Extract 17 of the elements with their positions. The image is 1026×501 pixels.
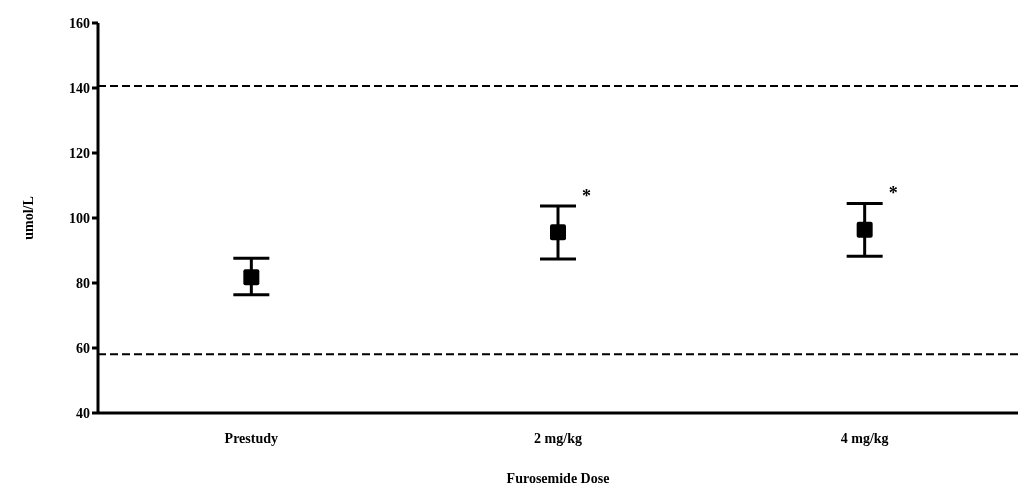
y-tick-label: 100 [69, 210, 90, 226]
point [550, 224, 566, 241]
annotation: * [888, 183, 898, 204]
y-tick-label: 140 [69, 80, 90, 96]
x-tick-label: Prestudy [224, 430, 279, 446]
y-tick-label: 60 [76, 340, 90, 356]
y-tick-label: 80 [76, 275, 90, 291]
x-tick-label: 4 mg/kg [840, 430, 889, 446]
y-tick-label: 120 [69, 145, 90, 161]
x-tick-label: 2 mg/kg [534, 430, 582, 446]
y-axis-title: umol/L [20, 196, 36, 240]
annotation: * [582, 185, 591, 206]
y-tick-label: 160 [69, 15, 90, 31]
x-axis-title: Furosemide Dose [506, 471, 610, 486]
point [856, 221, 873, 238]
point [243, 269, 260, 286]
y-tick-label: 40 [76, 405, 90, 421]
